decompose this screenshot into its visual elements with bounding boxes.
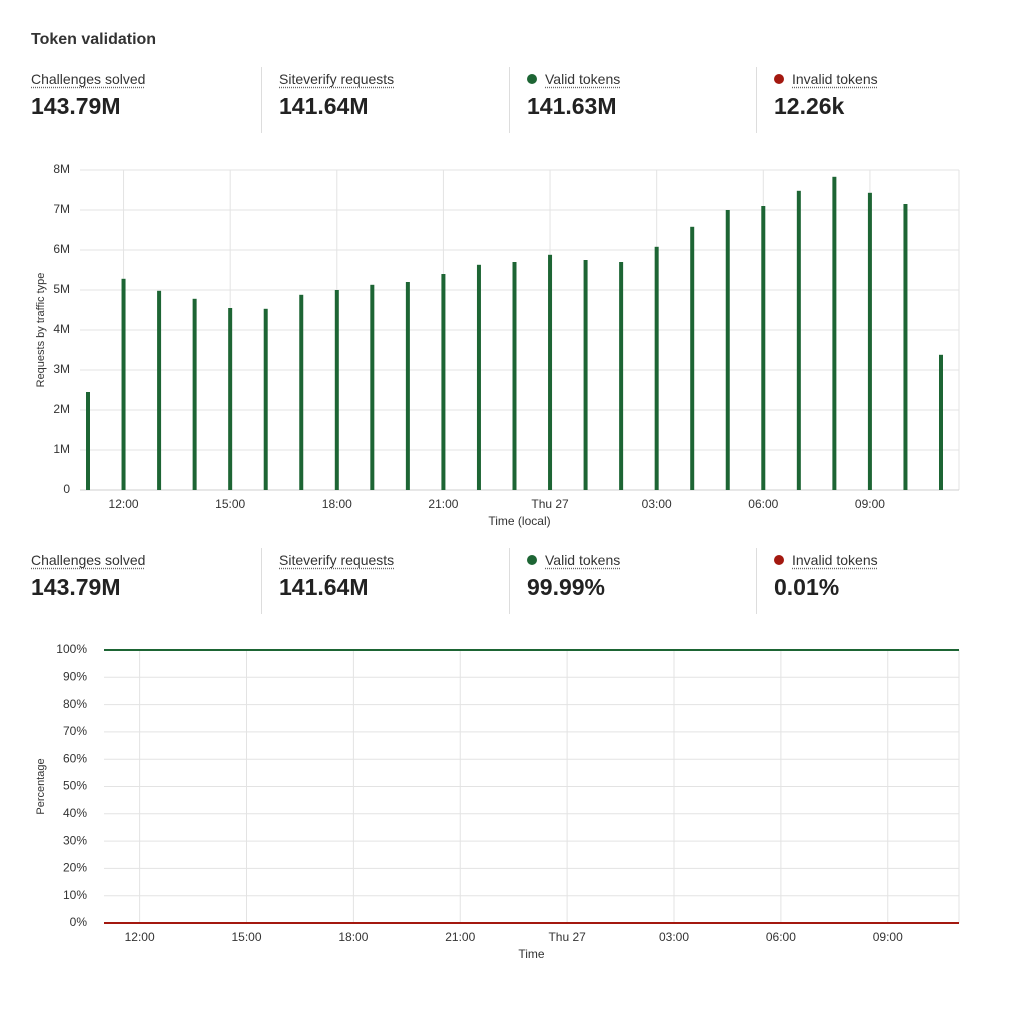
x-tick-label: 15:00	[215, 497, 245, 511]
x-tick-label: 09:00	[873, 930, 903, 944]
bar	[86, 392, 90, 490]
stat-panel: Valid tokens 99.99%	[509, 548, 730, 614]
y-axis-title: Requests by traffic type	[35, 273, 47, 388]
x-tick-label: 03:00	[642, 497, 672, 511]
bar	[299, 294, 304, 490]
stat-panel: Siteverify requests 141.64M	[261, 67, 482, 133]
x-tick-label: 21:00	[428, 497, 458, 511]
y-tick-label: 20%	[63, 861, 87, 875]
bar	[192, 298, 197, 490]
x-tick-label: 06:00	[766, 930, 796, 944]
x-tick-label: Thu 27	[531, 497, 569, 511]
x-tick-label: 03:00	[659, 930, 689, 944]
y-tick-label: 6M	[53, 242, 70, 256]
y-tick-label: 2M	[53, 402, 70, 416]
y-tick-label: 90%	[63, 669, 87, 683]
y-tick-label: 8M	[53, 162, 70, 176]
y-tick-label: 7M	[53, 202, 70, 216]
stat-value: 99.99%	[527, 574, 606, 600]
stat-value: 141.64M	[279, 574, 369, 600]
bar	[334, 290, 339, 490]
y-tick-label: 50%	[63, 779, 87, 793]
y-tick-label: 0%	[70, 915, 88, 929]
bar	[512, 262, 517, 490]
y-tick-label: 100%	[56, 642, 87, 656]
legend-dot	[527, 555, 537, 565]
y-tick-label: 1M	[53, 442, 70, 456]
bar	[157, 290, 162, 490]
x-axis-title: Time (local)	[488, 514, 550, 528]
stat-panel: Siteverify requests 141.64M	[261, 548, 482, 614]
bar	[405, 282, 410, 490]
bar	[867, 192, 872, 491]
bar	[939, 354, 943, 490]
bar	[690, 226, 695, 491]
y-tick-label: 40%	[63, 806, 87, 820]
y-tick-label: 70%	[63, 724, 87, 738]
stat-panel: Challenges solved 143.79M	[31, 548, 251, 614]
bar	[654, 246, 659, 490]
bar	[263, 308, 268, 490]
stat-label[interactable]: Challenges solved	[31, 552, 146, 568]
stat-label[interactable]: Valid tokens	[545, 552, 621, 568]
y-tick-label: 0	[63, 482, 70, 496]
stat-panel: Invalid tokens 12.26k	[756, 67, 977, 133]
stat-label[interactable]: Siteverify requests	[279, 552, 395, 568]
x-tick-label: 09:00	[855, 497, 885, 511]
y-tick-label: 60%	[63, 751, 87, 765]
page-title: Token validation	[31, 31, 157, 48]
stat-value: 141.64M	[279, 93, 369, 119]
legend-dot	[774, 555, 784, 565]
stat-label[interactable]: Invalid tokens	[792, 552, 878, 568]
x-tick-label: 06:00	[748, 497, 778, 511]
x-tick-label: Thu 27	[548, 930, 586, 944]
stat-value: 0.01%	[774, 574, 840, 600]
x-axis-title: Time	[518, 947, 545, 961]
y-tick-label: 5M	[53, 282, 70, 296]
x-tick-label: 12:00	[109, 497, 139, 511]
legend-dot	[774, 74, 784, 84]
y-tick-label: 30%	[63, 833, 87, 847]
y-tick-label: 10%	[63, 888, 87, 902]
stat-value: 143.79M	[31, 93, 121, 119]
bar	[228, 308, 233, 490]
stat-panel: Challenges solved 143.79M	[31, 67, 251, 133]
legend-dot	[527, 74, 537, 84]
bar	[761, 206, 766, 490]
stat-label[interactable]: Invalid tokens	[792, 71, 878, 87]
x-tick-label: 21:00	[445, 930, 475, 944]
stat-label[interactable]: Challenges solved	[31, 71, 146, 87]
bar	[583, 260, 588, 490]
stat-label[interactable]: Valid tokens	[545, 71, 621, 87]
bar	[832, 176, 837, 491]
stat-label[interactable]: Siteverify requests	[279, 71, 395, 87]
stat-panel: Invalid tokens 0.01%	[756, 548, 977, 614]
y-tick-label: 80%	[63, 697, 87, 711]
y-tick-label: 3M	[53, 362, 70, 376]
x-tick-label: 18:00	[338, 930, 368, 944]
bar	[370, 284, 375, 490]
x-tick-label: 18:00	[322, 497, 352, 511]
x-tick-label: 15:00	[231, 930, 261, 944]
bar	[619, 262, 624, 490]
bar	[548, 254, 553, 490]
bar	[121, 278, 126, 490]
bar	[725, 210, 730, 490]
y-axis-title: Percentage	[35, 758, 47, 814]
bar	[903, 204, 908, 490]
stat-value: 12.26k	[774, 93, 845, 119]
y-tick-label: 4M	[53, 322, 70, 336]
stat-value: 143.79M	[31, 574, 121, 600]
bar	[476, 264, 481, 490]
x-tick-label: 12:00	[125, 930, 155, 944]
stat-panel: Valid tokens 141.63M	[509, 67, 730, 133]
bar	[796, 190, 801, 491]
bar	[441, 274, 446, 490]
stat-value: 141.63M	[527, 93, 617, 119]
